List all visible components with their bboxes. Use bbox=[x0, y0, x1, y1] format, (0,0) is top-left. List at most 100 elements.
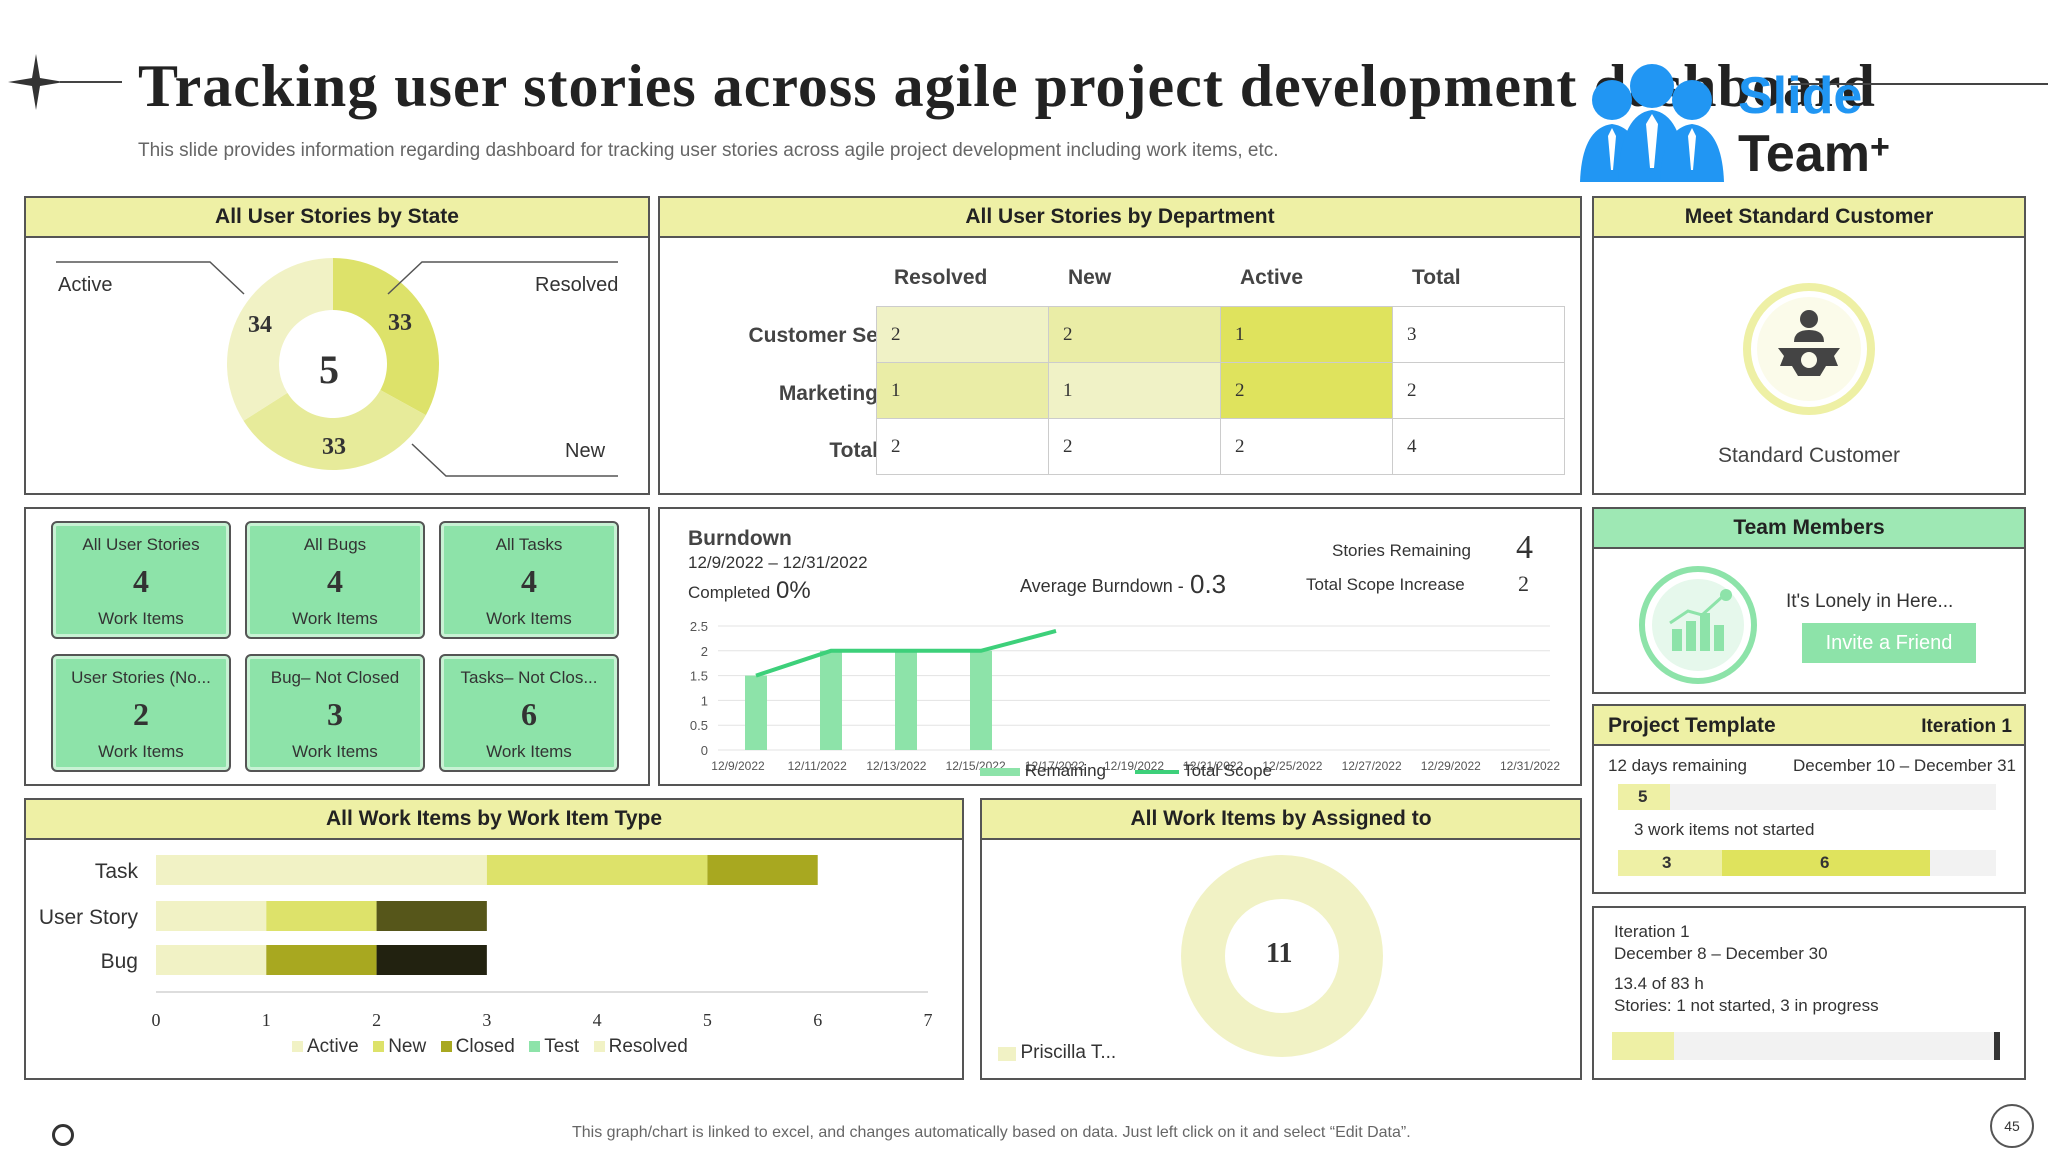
state-label-new: New bbox=[565, 440, 606, 462]
burndown-avg-label: Average Burndown - bbox=[1020, 576, 1184, 596]
items-progress-seg-a: 3 bbox=[1618, 850, 1722, 876]
legend-item: Test bbox=[529, 1036, 579, 1057]
legend-item: Resolved bbox=[593, 1036, 688, 1057]
logo-text-team: Team bbox=[1738, 125, 1870, 183]
leader-line-resolved bbox=[387, 261, 618, 295]
tile-sub: Work Items bbox=[98, 609, 184, 628]
tile-label: User Stories (No... bbox=[71, 668, 211, 687]
burndown-y-tick: 0.5 bbox=[690, 718, 708, 733]
burndown-y-tick: 2.5 bbox=[690, 619, 708, 634]
iteration-line3: 13.4 of 83 h bbox=[1614, 974, 1704, 993]
worktype-category-label: Bug bbox=[101, 950, 138, 973]
assigned-donut-ring bbox=[1181, 855, 1383, 1057]
invite-friend-label: Invite a Friend bbox=[1825, 631, 1953, 654]
burndown-chart: 2.5 2 1.5 1 0.5 012/9/2022 12/11/2022 12/13/202… bbox=[690, 619, 1560, 773]
worktype-x-tick: 4 bbox=[593, 1010, 602, 1030]
worktype-bar-segment bbox=[266, 945, 377, 975]
worktype-bar-segment bbox=[156, 901, 267, 931]
legend-swatch bbox=[529, 1041, 541, 1053]
tile-value: 3 bbox=[327, 696, 343, 732]
tile-sub: Work Items bbox=[486, 609, 572, 628]
matrix-cell: 2 bbox=[1220, 362, 1393, 419]
state-donut bbox=[227, 258, 439, 470]
project-panel-header: Project Template Iteration 1 bbox=[1594, 706, 2024, 746]
burndown-completed-value: 0% bbox=[776, 577, 811, 604]
invite-friend-button[interactable]: Invite a Friend bbox=[1802, 623, 1976, 663]
logo-text-slide: Slide bbox=[1738, 67, 1863, 125]
legend-scope-label: Total Scope bbox=[1183, 761, 1272, 780]
table-row: 2 2 1 3 bbox=[876, 306, 1565, 363]
iteration-progress-fill bbox=[1612, 1032, 1675, 1060]
worktype-bar-segment bbox=[707, 855, 818, 885]
worktype-category-label: User Story bbox=[39, 906, 139, 929]
donut-slice-resolved bbox=[333, 258, 439, 416]
tile-value: 6 bbox=[521, 696, 537, 732]
department-matrix: 2 2 1 3 1 1 2 2 2 2 2 4 bbox=[876, 306, 1565, 475]
worktype-bar-segment bbox=[266, 901, 377, 931]
tile-all-tasks[interactable]: All Tasks 4 Work Items bbox=[439, 521, 619, 639]
burndown-bar bbox=[895, 650, 917, 750]
legend-swatch bbox=[593, 1041, 605, 1053]
legend-label: Active bbox=[307, 1036, 359, 1057]
matrix-cell: 2 bbox=[1048, 306, 1221, 363]
matrix-cell: 1 bbox=[1048, 362, 1221, 419]
burndown-x-tick: 12/9/2022 bbox=[711, 759, 765, 773]
iteration-panel: Iteration 1 December 8 – December 30 13.… bbox=[1592, 906, 2026, 1080]
days-progress-track: 5 bbox=[1618, 784, 1996, 810]
customer-name: Standard Customer bbox=[1717, 444, 1901, 467]
project-iteration-label: Iteration 1 bbox=[1921, 716, 2012, 737]
legend-item: Active bbox=[292, 1036, 359, 1057]
tile-all-user-stories[interactable]: All User Stories 4 Work Items bbox=[51, 521, 231, 639]
burndown-title: Burndown bbox=[688, 527, 792, 550]
legend-item: New bbox=[373, 1036, 426, 1057]
matrix-cell: 2 bbox=[1392, 362, 1565, 419]
burndown-y-tick: 0 bbox=[701, 743, 708, 758]
burndown-y-tick: 2 bbox=[701, 644, 708, 659]
footer-note: This graph/chart is linked to excel, and… bbox=[572, 1124, 1411, 1141]
state-label-resolved: Resolved bbox=[535, 274, 619, 296]
team-growth-icon bbox=[1639, 566, 1757, 684]
iteration-line2: December 8 – December 30 bbox=[1614, 944, 1828, 963]
worktype-x-tick: 1 bbox=[262, 1010, 271, 1030]
tile-tasks-not-closed[interactable]: Tasks– Not Clos... 6 Work Items bbox=[439, 654, 619, 772]
items-not-started: 3 work items not started bbox=[1634, 820, 1815, 839]
assigned-donut-chart bbox=[1181, 855, 1383, 1057]
matrix-cell: 1 bbox=[1220, 306, 1393, 363]
worktype-bar-segment bbox=[156, 945, 267, 975]
burndown-x-tick: 12/13/2022 bbox=[866, 759, 926, 773]
worktype-x-tick: 2 bbox=[372, 1010, 381, 1030]
worktype-bar-segment bbox=[486, 855, 708, 885]
burndown-bar bbox=[970, 650, 992, 750]
worktype-legend: Active New Closed Test Resolved bbox=[292, 1036, 688, 1058]
state-value-active: 34 bbox=[248, 312, 272, 338]
tile-value: 4 bbox=[133, 563, 149, 599]
donut-slice-new bbox=[243, 390, 426, 470]
worktype-x-tick: 6 bbox=[813, 1010, 822, 1030]
assigned-legend-label: Priscilla T... bbox=[1020, 1042, 1117, 1063]
burndown-completed-label: Completed bbox=[688, 583, 771, 602]
tile-label: Tasks– Not Clos... bbox=[460, 668, 598, 687]
tile-user-stories-not-closed[interactable]: User Stories (No... 2 Work Items bbox=[51, 654, 231, 772]
team-message: It's Lonely in Here... bbox=[1786, 591, 1954, 612]
page-subtitle: This slide provides information regardin… bbox=[138, 140, 1279, 161]
tile-label: All Tasks bbox=[495, 535, 563, 554]
burndown-x-tick: 12/21/2022 bbox=[1183, 759, 1243, 773]
state-panel: All User Stories by State Active Resolve… bbox=[24, 196, 650, 495]
tile-label: All Bugs bbox=[303, 535, 367, 554]
footer-circle-icon bbox=[52, 1124, 74, 1146]
dept-row-label-marketing: Marketing bbox=[778, 382, 878, 405]
matrix-cell: 2 bbox=[876, 306, 1049, 363]
team-panel: Team Members It's Lonely in Here... Invi… bbox=[1592, 507, 2026, 694]
department-panel: All User Stories by Department Resolved … bbox=[658, 196, 1582, 495]
tile-all-bugs[interactable]: All Bugs 4 Work Items bbox=[245, 521, 425, 639]
matrix-cell: 1 bbox=[876, 362, 1049, 419]
matrix-cell: 2 bbox=[1048, 418, 1221, 475]
matrix-cell: 4 bbox=[1392, 418, 1565, 475]
tile-bugs-not-closed[interactable]: Bug– Not Closed 3 Work Items bbox=[245, 654, 425, 772]
legend-swatch bbox=[373, 1041, 385, 1053]
legend-item: Closed bbox=[440, 1036, 515, 1057]
tile-value: 4 bbox=[327, 563, 343, 599]
iteration-line1: Iteration 1 bbox=[1614, 922, 1690, 941]
burndown-x-tick: 12/29/2022 bbox=[1421, 759, 1481, 773]
items-progress-seg-b: 6 bbox=[1722, 850, 1930, 876]
